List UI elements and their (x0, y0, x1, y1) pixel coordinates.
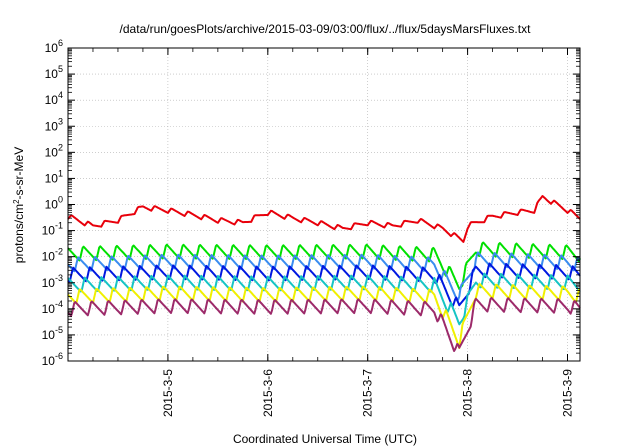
y-axis: 10-6 10-5 10-4 10-3 10-2 10-1 100 101 102 103 104 1… (42, 38, 580, 368)
y-tick-label: 100 (45, 195, 63, 212)
chart-title: /data/run/goesPlots/archive/2015-03-09/0… (120, 22, 532, 36)
x-tick-label: 2015-3-7 (361, 369, 375, 417)
series-line-6 (67, 283, 581, 349)
x-tick-label: 2015-3-9 (561, 369, 575, 417)
y-tick-label: 10-6 (42, 351, 63, 368)
y-tick-label: 10-1 (42, 221, 63, 238)
y-axis-label-superscript: 2 (12, 199, 21, 204)
series-line-1 (67, 195, 581, 243)
y-axis-label-main: protons/cm (12, 204, 26, 263)
y-axis-label-rest: -s-sr-MeV (12, 147, 26, 200)
y-tick-label: 101 (45, 168, 63, 185)
y-tick-label: 10-4 (42, 299, 63, 316)
y-tick-label: 102 (45, 142, 63, 159)
y-tick-label: 10-2 (42, 247, 63, 264)
y-tick-label: 105 (45, 64, 63, 81)
x-axis: 2015-3-5 2015-3-6 2015-3-7 2015-3-8 2015-3-9 (92, 48, 575, 417)
y-tick-label: 10-5 (42, 325, 63, 342)
y-tick-label: 104 (45, 90, 63, 107)
series-line-2 (67, 241, 581, 290)
y-axis-label: protons/cm2-s-sr-MeV (12, 147, 27, 263)
x-tick-label: 2015-3-8 (461, 369, 475, 417)
y-tick-label: 106 (45, 38, 63, 55)
series-line-7 (67, 296, 581, 352)
series-layer (67, 195, 581, 352)
x-axis-label: Coordinated Universal Time (UTC) (233, 432, 417, 446)
y-tick-label: 10-3 (42, 273, 63, 290)
y-tick-label: 103 (45, 116, 63, 133)
grid (68, 48, 580, 361)
x-tick-label: 2015-3-6 (261, 369, 275, 417)
series-line-3 (67, 251, 581, 302)
x-tick-label: 2015-3-5 (161, 369, 175, 417)
